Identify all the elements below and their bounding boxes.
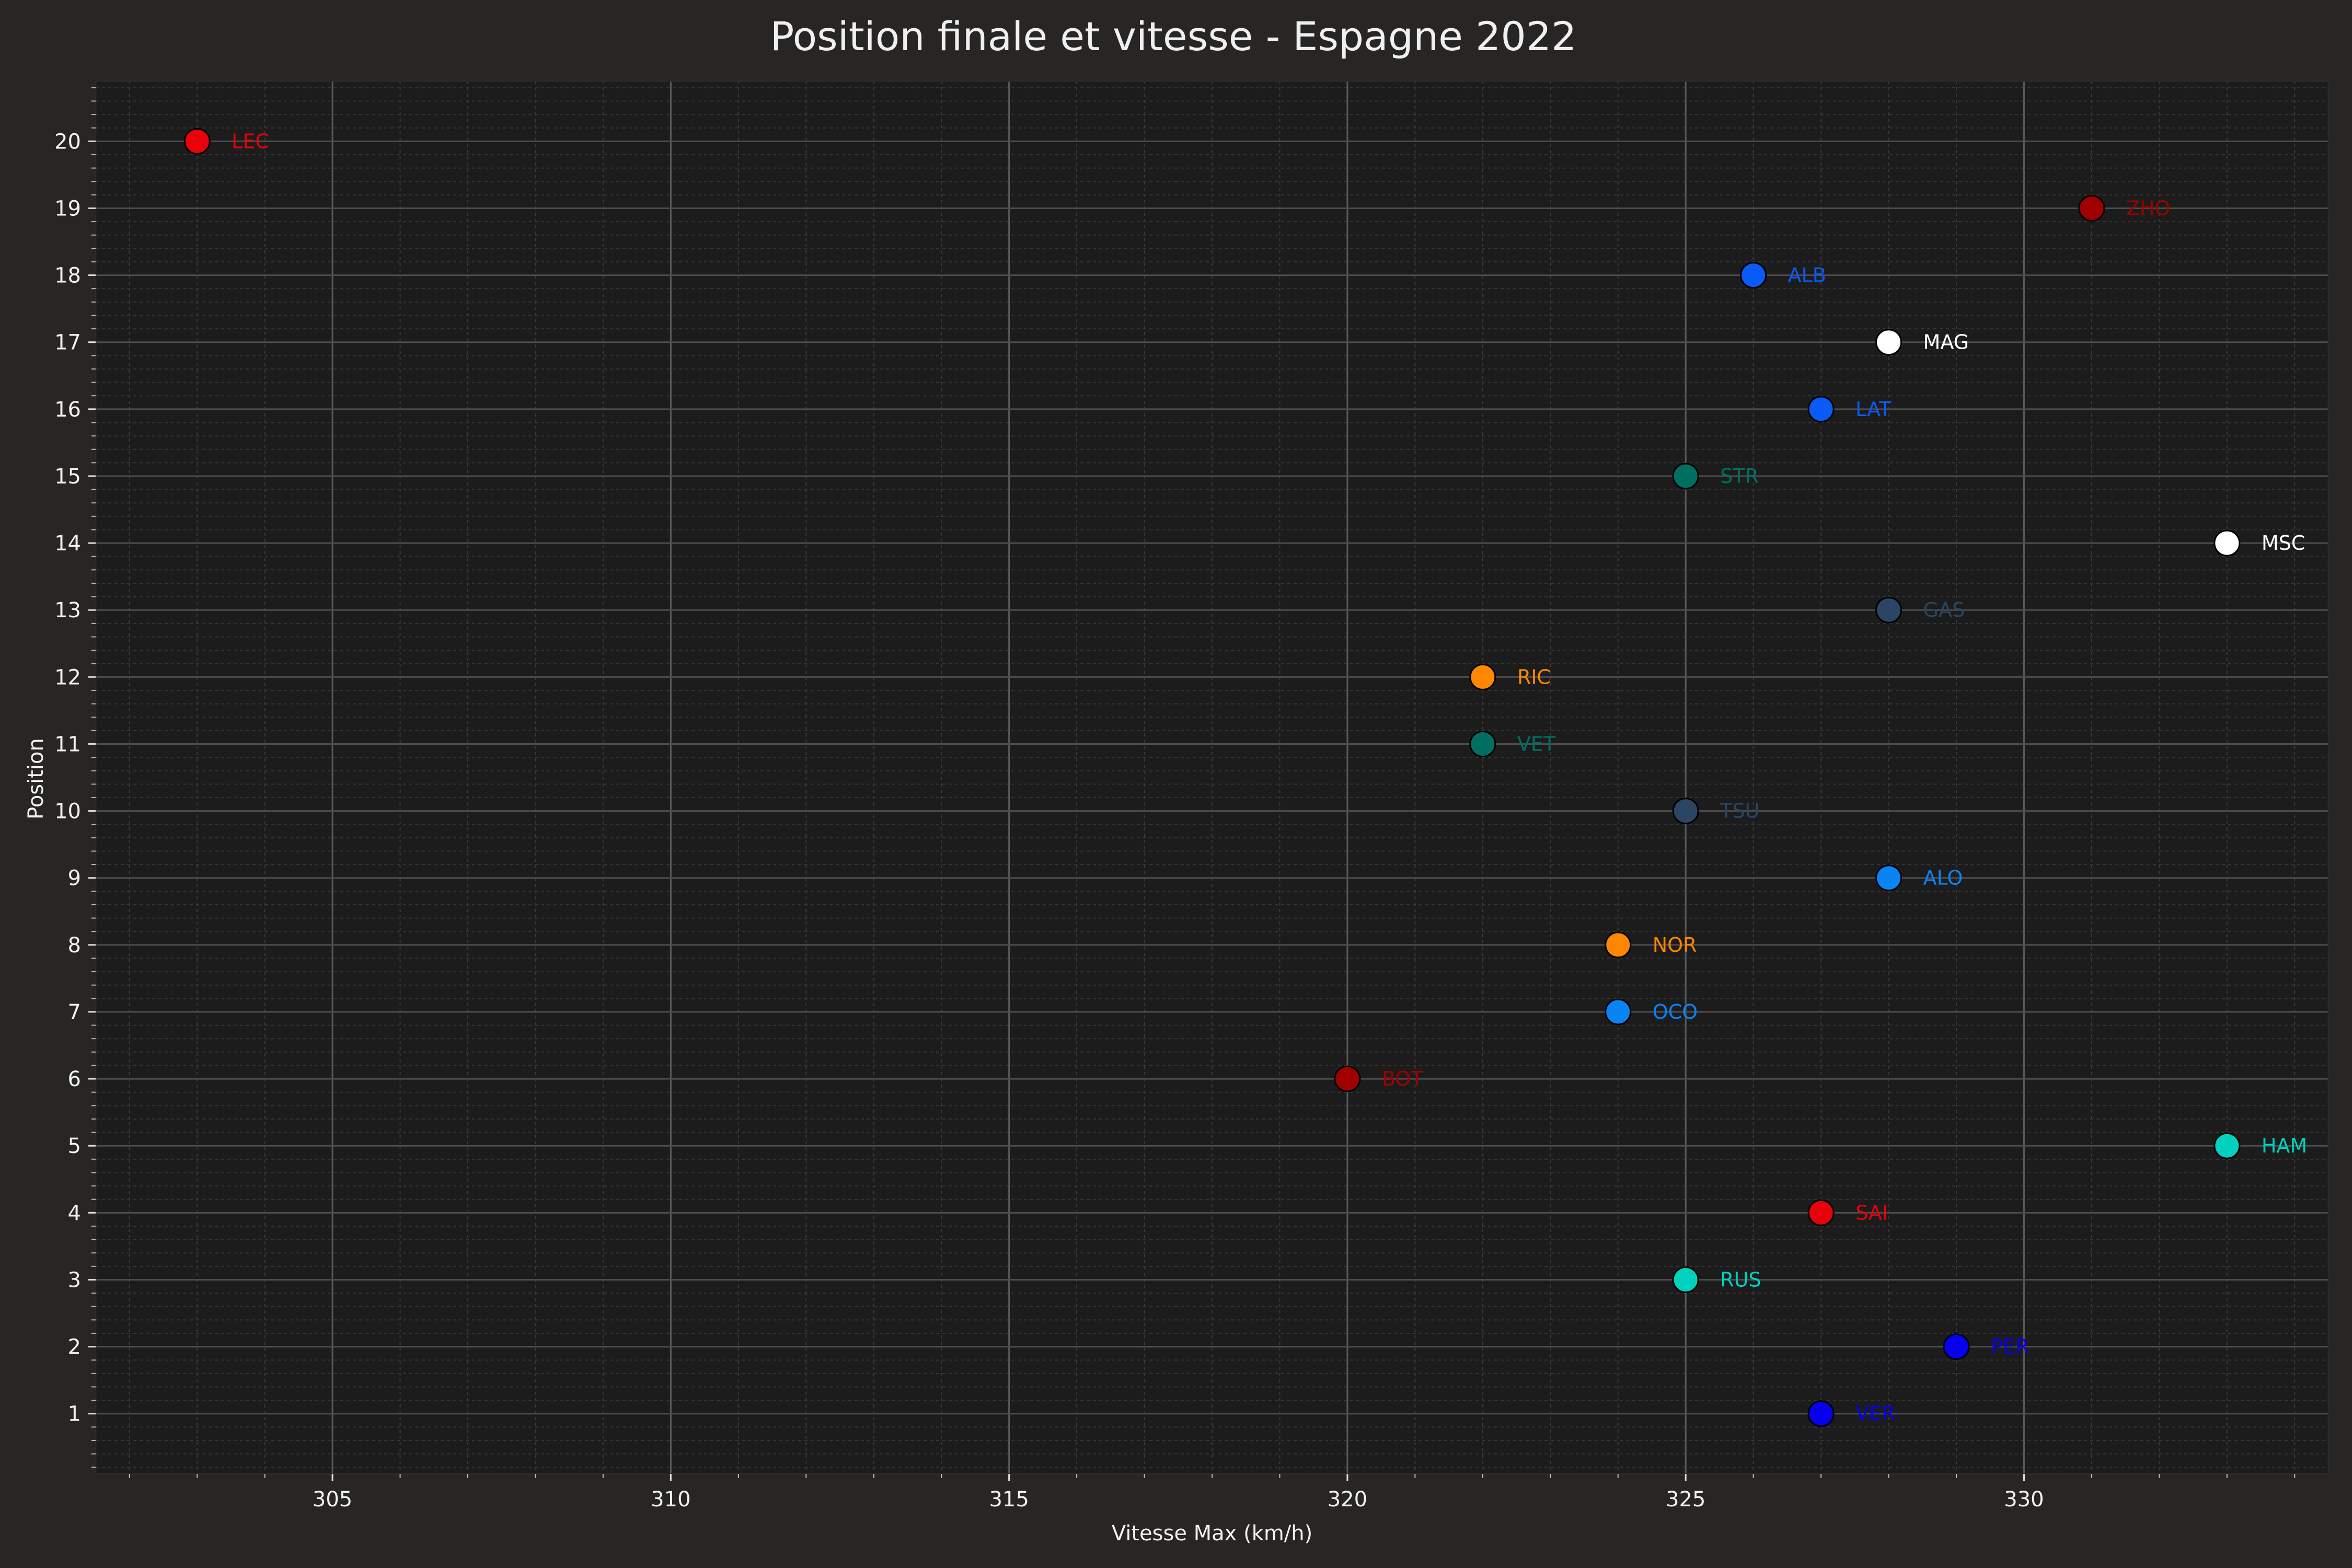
point-ham [2213, 1132, 2241, 1159]
point-bot [1334, 1065, 1361, 1092]
minor-grid [96, 81, 2328, 1474]
y-tick-label: 2 [68, 1335, 81, 1359]
point-tsu [1672, 798, 1699, 825]
y-tick-label: 15 [54, 465, 81, 489]
label-per: PER [1991, 1335, 2029, 1358]
y-tick-label: 10 [54, 800, 81, 824]
y-tick-label: 16 [54, 398, 81, 422]
x-tick-label: 305 [313, 1488, 352, 1512]
point-alb [1740, 262, 1767, 289]
y-tick-label: 7 [68, 1000, 81, 1024]
label-oco: OCO [1653, 1000, 1698, 1023]
x-tick-label: 310 [651, 1488, 690, 1512]
point-ver [1807, 1400, 1835, 1427]
point-zho [2078, 194, 2105, 222]
point-alo [1875, 864, 1903, 892]
label-tsu: TSU [1720, 800, 1759, 823]
x-tick-label: 330 [2004, 1488, 2044, 1512]
y-tick-label: 3 [68, 1268, 81, 1292]
label-zho: ZHO [2126, 197, 2171, 220]
y-tick-label: 9 [68, 867, 81, 891]
label-ver: VER [1855, 1402, 1895, 1425]
x-tick-label: 325 [1666, 1488, 1705, 1512]
y-tick-label: 5 [68, 1134, 81, 1158]
label-sai: SAI [1855, 1201, 1888, 1224]
y-tick-label: 14 [54, 532, 81, 556]
point-vet [1469, 730, 1496, 757]
y-tick-label: 19 [54, 197, 81, 221]
data-points [183, 128, 2241, 1427]
chart-title: Position finale et vitesse - Espagne 202… [770, 13, 1577, 60]
label-gas: GAS [1923, 598, 1965, 621]
label-str: STR [1720, 465, 1759, 488]
point-str [1672, 463, 1699, 490]
y-tick-label: 13 [54, 598, 81, 622]
label-ham: HAM [2262, 1134, 2307, 1157]
point-gas [1875, 596, 1903, 624]
label-alo: ALO [1923, 867, 1963, 890]
label-lec: LEC [232, 130, 269, 153]
label-msc: MSC [2262, 532, 2305, 555]
y-tick-label: 12 [54, 665, 81, 689]
point-sai [1807, 1199, 1835, 1226]
point-rus [1672, 1266, 1699, 1293]
x-tick-labels: 305 310 315 320 325 330 [313, 1488, 2044, 1512]
point-labels: LEC ZHO ALB MAG LAT STR MSC GAS RIC VET TSU ALO NOR O… [232, 130, 2307, 1425]
point-oco [1605, 998, 1632, 1025]
point-ric [1469, 663, 1496, 690]
y-tick-label: 20 [54, 130, 81, 154]
y-axis-label: Position [24, 738, 48, 820]
y-tick-label: 8 [68, 933, 81, 958]
label-vet: VET [1517, 732, 1556, 755]
label-bot: BOT [1382, 1067, 1423, 1090]
point-lec [183, 128, 211, 155]
y-tick-label: 17 [54, 331, 81, 355]
label-ric: RIC [1517, 665, 1551, 688]
y-tick-label: 6 [68, 1067, 81, 1091]
x-tick-label: 315 [989, 1488, 1029, 1512]
point-msc [2213, 529, 2241, 557]
point-mag [1875, 329, 1903, 356]
y-tick-label: 4 [68, 1201, 81, 1225]
point-per [1943, 1333, 1970, 1361]
y-tick-label: 11 [54, 732, 81, 756]
y-tick-label: 1 [68, 1402, 81, 1426]
point-nor [1605, 931, 1632, 959]
point-lat [1807, 396, 1835, 423]
x-tick-label: 320 [1328, 1488, 1367, 1512]
label-rus: RUS [1720, 1268, 1761, 1291]
label-nor: NOR [1653, 933, 1697, 956]
label-mag: MAG [1923, 331, 1969, 354]
x-axis-label: Vitesse Max (km/h) [1112, 1521, 1312, 1546]
y-tick-label: 18 [54, 264, 81, 288]
label-alb: ALB [1788, 264, 1826, 287]
label-lat: LAT [1855, 398, 1892, 421]
axis-ticks [88, 87, 2296, 1481]
